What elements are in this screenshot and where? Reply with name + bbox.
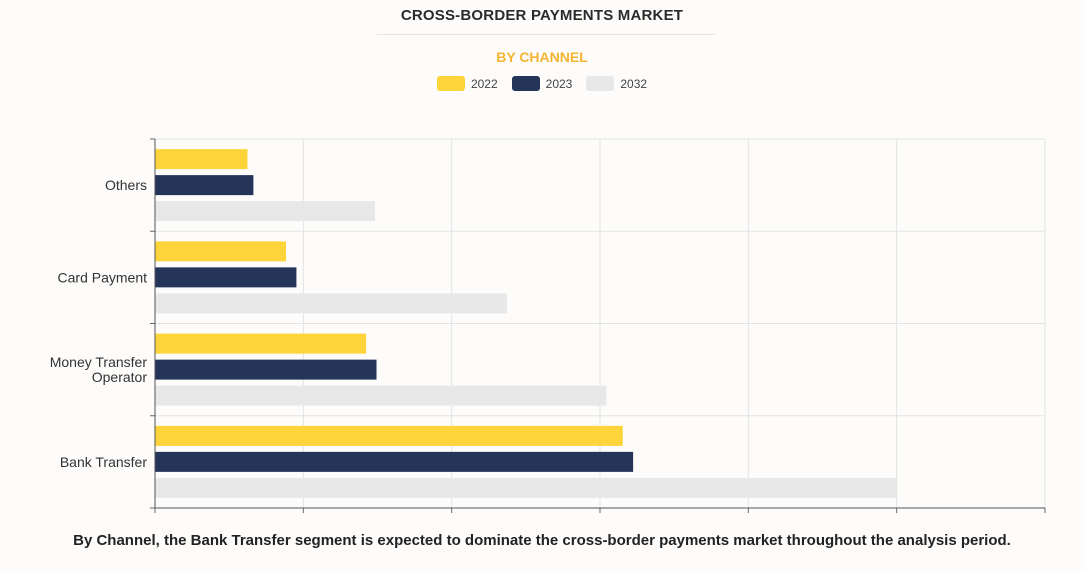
bar-2023 <box>155 451 634 472</box>
bar-2023 <box>155 175 254 196</box>
legend-item-2032[interactable]: 2032 <box>586 76 647 91</box>
chart-caption: By Channel, the Bank Transfer segment is… <box>73 532 1011 549</box>
legend-swatch-2022 <box>436 76 465 91</box>
bar-2022 <box>155 333 367 354</box>
legend-label-2032: 2032 <box>620 76 648 91</box>
category-label: Card Payment <box>58 269 148 285</box>
legend-label-2022: 2022 <box>470 76 498 91</box>
bar-2022 <box>155 425 623 446</box>
legend: 2022 2023 2032 <box>0 76 1084 91</box>
bar-2023 <box>155 267 297 288</box>
bar-2022 <box>155 149 248 170</box>
bar-2032 <box>155 201 376 222</box>
legend-item-2023[interactable]: 2023 <box>511 76 573 91</box>
bar-2032 <box>155 477 898 498</box>
bar-2023 <box>155 359 377 380</box>
title-divider <box>377 34 715 35</box>
legend-label-2023: 2023 <box>545 76 573 91</box>
chart-subtitle: BY CHANNEL <box>496 49 588 65</box>
chart-title: CROSS-BORDER PAYMENTS MARKET <box>400 7 684 24</box>
category-label: Others <box>105 177 147 193</box>
category-label: Money Transfer <box>50 354 148 370</box>
legend-swatch-2032 <box>586 76 615 91</box>
legend-swatch-2023 <box>511 76 540 91</box>
category-label: Operator <box>92 369 148 385</box>
bar-2032 <box>155 385 607 406</box>
legend-item-2022[interactable]: 2022 <box>436 76 498 91</box>
bar-2032 <box>155 293 508 314</box>
category-label: Bank Transfer <box>60 454 147 470</box>
bar-2022 <box>155 241 287 262</box>
